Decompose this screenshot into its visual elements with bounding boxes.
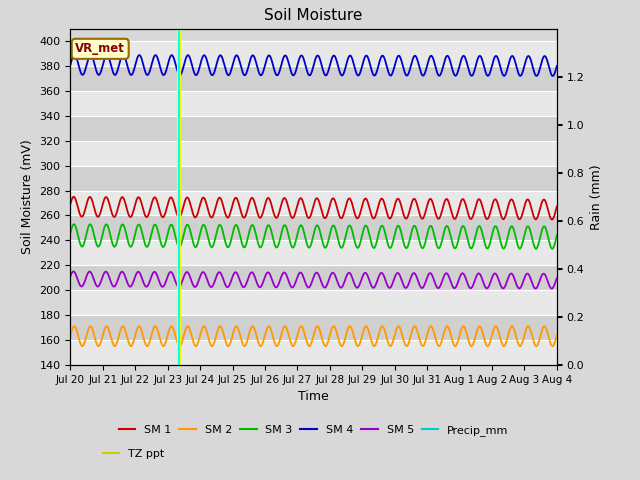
Bar: [70, 116, 557, 141]
Y-axis label: Rain (mm): Rain (mm): [590, 164, 603, 229]
Text: VR_met: VR_met: [76, 42, 125, 55]
Bar: [70, 240, 557, 265]
Text: –: –: [557, 166, 563, 180]
Bar: [70, 166, 557, 191]
Bar: [70, 191, 557, 216]
Text: –: –: [557, 358, 563, 372]
Text: –: –: [557, 310, 563, 324]
Bar: [70, 216, 557, 240]
Text: –: –: [557, 70, 563, 84]
Bar: [70, 41, 557, 66]
Bar: [70, 91, 557, 116]
Bar: [70, 141, 557, 166]
Text: –: –: [557, 262, 563, 276]
Y-axis label: Soil Moisture (mV): Soil Moisture (mV): [21, 139, 34, 254]
Legend: TZ ppt: TZ ppt: [99, 444, 169, 463]
Bar: [70, 290, 557, 315]
Title: Soil Moisture: Soil Moisture: [264, 9, 363, 24]
X-axis label: Time: Time: [298, 390, 329, 403]
Bar: [70, 315, 557, 340]
Text: –: –: [557, 118, 563, 132]
Bar: [70, 66, 557, 91]
Bar: [70, 265, 557, 290]
Text: –: –: [557, 214, 563, 228]
Bar: [70, 340, 557, 365]
